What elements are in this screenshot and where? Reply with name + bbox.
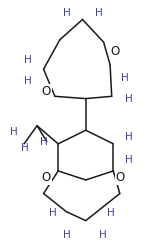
Text: H: H	[21, 143, 29, 153]
Text: H: H	[96, 8, 103, 18]
Text: O: O	[42, 171, 51, 184]
Text: O: O	[110, 45, 119, 58]
Text: H: H	[126, 155, 133, 165]
Text: H: H	[107, 208, 115, 218]
Text: H: H	[49, 208, 57, 218]
Text: H: H	[126, 132, 133, 142]
Text: H: H	[10, 128, 18, 138]
Text: H: H	[24, 76, 32, 86]
Text: H: H	[63, 230, 71, 240]
Text: H: H	[63, 8, 71, 18]
Text: H: H	[24, 55, 32, 65]
Text: H: H	[126, 94, 133, 104]
Text: O: O	[116, 171, 125, 184]
Text: H: H	[39, 137, 47, 147]
Text: O: O	[42, 85, 51, 98]
Text: H: H	[99, 230, 106, 240]
Text: H: H	[121, 73, 128, 83]
